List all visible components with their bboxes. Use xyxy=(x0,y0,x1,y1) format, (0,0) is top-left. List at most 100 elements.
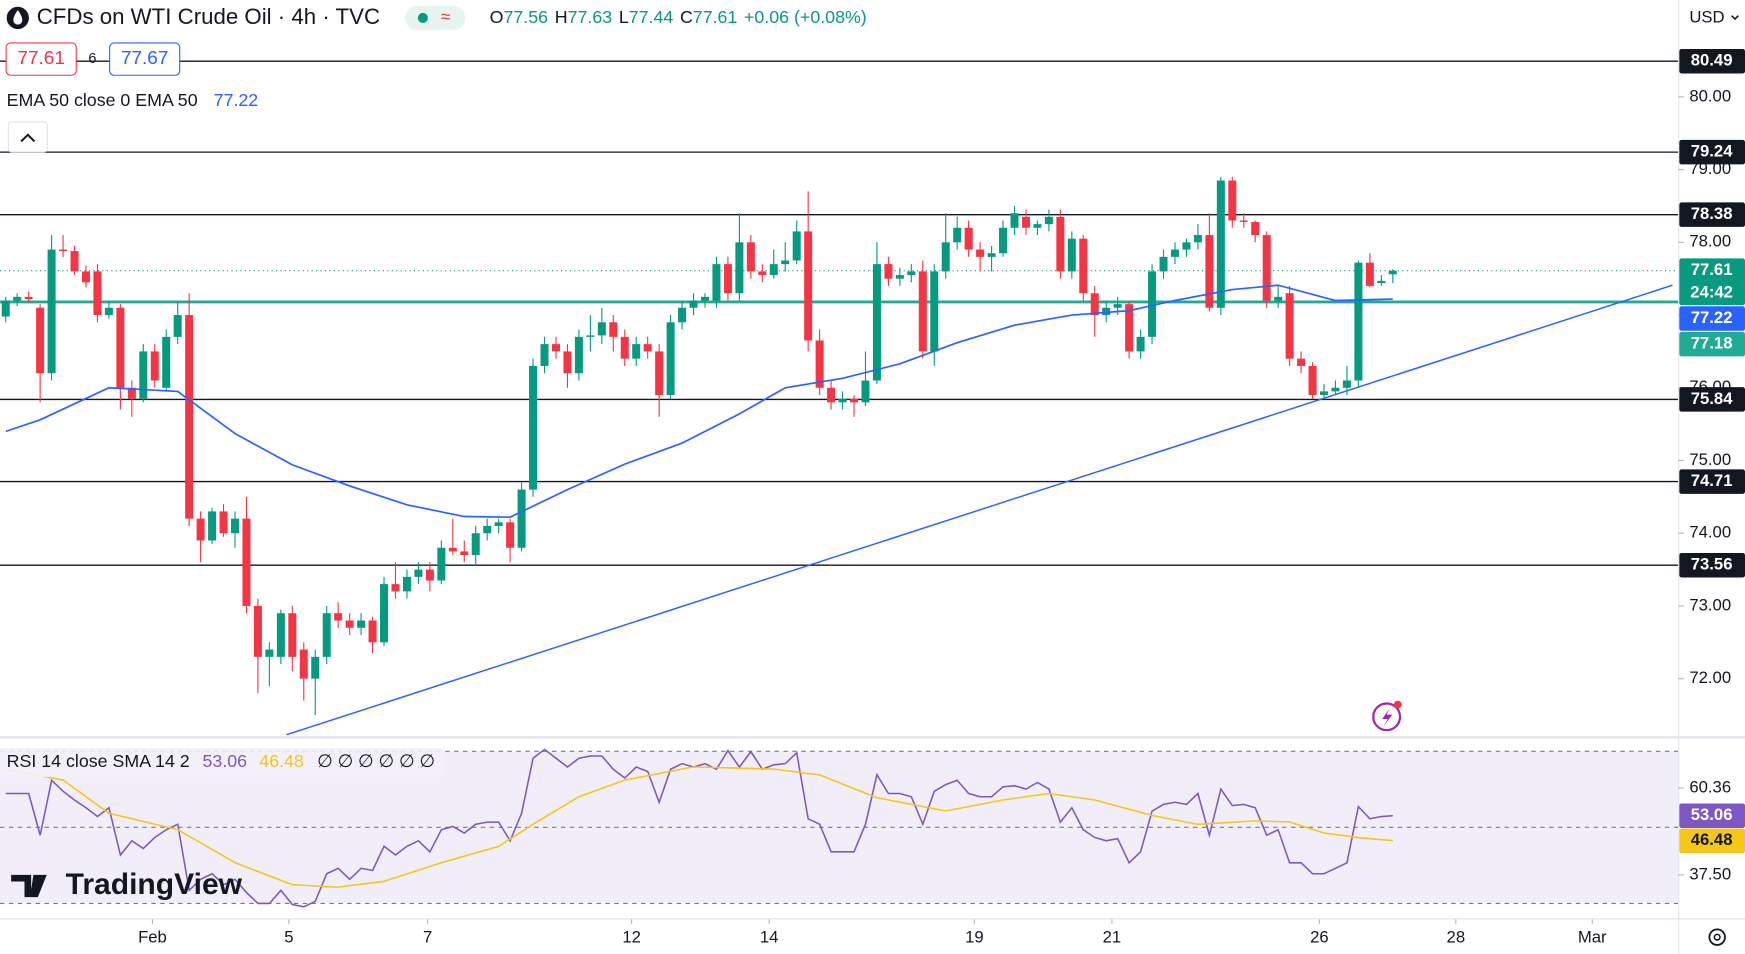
settings-icon[interactable] xyxy=(1708,928,1726,946)
candle-body xyxy=(483,525,492,534)
currency-selector[interactable]: USD xyxy=(1689,7,1724,26)
rsi-legend[interactable]: RSI 14 close SMA 14 2 xyxy=(7,751,190,771)
candle-body xyxy=(700,296,709,301)
y-tick-label: 80.00 xyxy=(1689,86,1731,105)
candle-body xyxy=(1102,307,1111,316)
sell-price: 77.61 xyxy=(18,48,65,69)
rsi-legend-extra: ∅ ∅ ∅ ∅ ∅ ∅ xyxy=(317,751,435,771)
market-status[interactable] xyxy=(405,5,466,31)
collapse-button[interactable] xyxy=(7,121,48,153)
ema-legend[interactable]: EMA 50 close 0 EMA 50 xyxy=(7,90,198,110)
candle-body xyxy=(47,249,56,374)
candle-body xyxy=(792,231,801,261)
logo-text[interactable]: TradingView xyxy=(66,868,243,901)
candle-body xyxy=(1170,249,1179,257)
candle-body xyxy=(1285,293,1294,359)
candle-body xyxy=(953,227,962,243)
candle-body xyxy=(162,336,171,388)
candle-body xyxy=(609,322,618,337)
candle-body xyxy=(1297,358,1306,366)
ema-tag-label: 77.22 xyxy=(1691,308,1733,327)
x-tick-label: 28 xyxy=(1447,928,1466,947)
x-tick-label: 21 xyxy=(1103,928,1122,947)
candle-body xyxy=(632,344,641,359)
x-tick-label: 12 xyxy=(622,928,641,947)
candle-body xyxy=(139,351,148,399)
candle-body xyxy=(1388,270,1397,275)
x-tick-label: 7 xyxy=(423,928,432,947)
last-price-tag-label: 24:42 xyxy=(1690,282,1733,301)
rsi-tick-label: 37.50 xyxy=(1689,864,1731,883)
candle-body xyxy=(918,271,927,352)
x-tick-label: 5 xyxy=(284,928,293,947)
level-tag xyxy=(1679,202,1745,227)
candle-body xyxy=(173,315,182,337)
candle-body xyxy=(712,264,721,301)
candle-body xyxy=(1320,391,1329,396)
high-label: H xyxy=(555,7,568,27)
spread: 6 xyxy=(88,51,96,67)
overlay: CFDs on WTI Crude Oil · 4h · TVC ≈ O77.5… xyxy=(0,4,1739,946)
trendline xyxy=(286,284,1673,736)
candle-body xyxy=(1182,242,1191,250)
market-open-dot xyxy=(417,12,428,23)
ema-tag xyxy=(1679,306,1745,331)
x-tick-label: 26 xyxy=(1310,928,1329,947)
candle-body xyxy=(781,260,790,265)
candle-body xyxy=(976,249,985,257)
candle-body xyxy=(104,307,113,316)
change-value: +0.06 (+0.08%) xyxy=(744,7,867,27)
candle-body xyxy=(1216,180,1225,308)
candle-body xyxy=(723,264,732,294)
candle-body xyxy=(448,547,457,552)
candle-body xyxy=(1,300,10,317)
candle-body xyxy=(219,511,228,534)
candle-body xyxy=(838,398,847,403)
candle-body xyxy=(1239,220,1248,222)
ema-line xyxy=(5,284,1393,519)
candle-body xyxy=(1377,280,1386,284)
ohlc-legend: O77.56 H77.63 L77.44 C77.61 +0.06 (+0.08%) xyxy=(490,7,867,27)
candle-body xyxy=(1079,238,1088,294)
candle-body xyxy=(1228,180,1237,221)
x-tick-label: 14 xyxy=(760,928,779,947)
buy-button[interactable] xyxy=(109,42,181,76)
x-tick-label: 19 xyxy=(965,928,984,947)
candle-body xyxy=(1365,262,1374,286)
price-tags: 80.49 79.24 78.38 75.84 74.71 73.56 77.61 24:42… xyxy=(1679,48,1745,853)
candle-body xyxy=(1331,387,1340,392)
level-tag-label: 80.49 xyxy=(1691,51,1733,70)
low-value: 77.44 xyxy=(629,7,674,27)
rsi-tag-label: 53.06 xyxy=(1691,805,1733,824)
candle-body xyxy=(1021,216,1030,228)
candle-body xyxy=(345,620,354,628)
candle-body xyxy=(1010,213,1019,228)
rsi-legend-bg xyxy=(0,747,446,777)
sell-button[interactable] xyxy=(5,42,77,76)
x-tick-label: Feb xyxy=(138,928,167,947)
candle-body xyxy=(1308,365,1317,396)
symbol-title[interactable]: CFDs on WTI Crude Oil · 4h · TVC xyxy=(37,4,380,29)
rsi-tag xyxy=(1679,828,1745,853)
candle-body xyxy=(368,620,377,643)
candle-body xyxy=(59,249,68,252)
logo-mark xyxy=(11,874,47,898)
candle-body xyxy=(391,584,400,592)
support-tag xyxy=(1679,331,1745,357)
symbol-icon-drop xyxy=(13,10,23,25)
candle-body xyxy=(666,322,675,396)
candle-body xyxy=(36,307,45,374)
candle-body xyxy=(941,242,950,272)
candle-body xyxy=(551,344,560,352)
alert-icon[interactable] xyxy=(1372,702,1402,732)
candle-body xyxy=(437,547,446,581)
candle-body xyxy=(517,489,526,548)
candle-body xyxy=(861,380,870,403)
candle-body xyxy=(1354,262,1363,381)
candle-body xyxy=(689,300,698,308)
level-tag xyxy=(1679,469,1745,494)
candle-body xyxy=(1274,296,1283,301)
candle-body xyxy=(127,387,136,399)
